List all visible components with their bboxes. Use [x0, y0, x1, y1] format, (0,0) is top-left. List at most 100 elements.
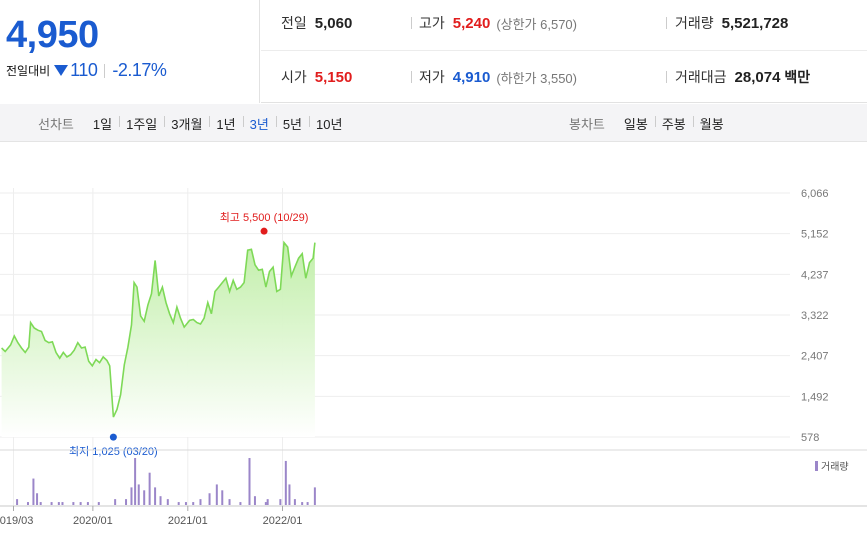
volume-bar	[39, 502, 42, 505]
volume-bar	[159, 496, 162, 505]
open-label: 시가	[281, 69, 307, 85]
price-panel: 4,950 전일대비 110 -2.17%	[0, 0, 260, 103]
row-divider	[261, 50, 867, 51]
chart-toolbar: 선차트 1일 1주일 3개월 1년 3년 5년 10년 봉차트 일봉 주봉 월봉	[0, 104, 867, 142]
day-low: 저가 4,910 (하한가 3,550)	[419, 66, 577, 88]
price-area	[1, 242, 315, 437]
period-3m-button[interactable]: 3개월	[164, 114, 209, 133]
volume-bar	[57, 502, 60, 505]
line-chart-group: 선차트 1일 1주일 3개월 1년 3년 5년 10년	[38, 104, 349, 142]
period-1w-button[interactable]: 1주일	[119, 114, 164, 133]
volume-bar	[239, 502, 242, 505]
x-tick-label: 2019/03	[0, 515, 33, 527]
volume-bar	[130, 487, 133, 505]
period-5y-button[interactable]: 5년	[275, 114, 309, 133]
x-tick-label: 2020/01	[73, 515, 113, 527]
volume-bar	[279, 499, 282, 505]
y-tick-label: 4,237	[801, 269, 829, 281]
volume-label: 거래량	[675, 15, 714, 31]
open: 시가 5,150	[281, 66, 352, 88]
monthly-candle-button[interactable]: 월봉	[692, 114, 731, 133]
y-axis-labels: 6,066 5,152 4,237 3,322 2,407 1,492 578	[801, 188, 829, 444]
high-label: 고가	[419, 15, 445, 31]
volume-bar	[192, 502, 195, 505]
volume-bar	[228, 499, 231, 505]
change-percent: -2.17%	[112, 60, 167, 80]
volume-bar	[148, 472, 151, 505]
volume: 거래량 5,521,728	[675, 12, 788, 34]
divider	[666, 17, 667, 29]
open-value: 5,150	[314, 68, 353, 86]
volume-bar	[266, 499, 269, 505]
max-marker	[260, 227, 268, 235]
volume-bar	[50, 502, 53, 505]
y-tick-label: 5,152	[801, 229, 829, 241]
low-label: 저가	[419, 69, 445, 85]
high-value: 5,240	[452, 14, 491, 32]
daily-candle-button[interactable]: 일봉	[623, 116, 648, 132]
volume-bar	[16, 499, 19, 505]
volume-bar	[114, 499, 117, 505]
min-label: 최저 1,025 (03/20)	[69, 445, 158, 458]
min-marker	[109, 433, 117, 441]
prev-close: 전일 5,060	[281, 12, 352, 34]
volume-bar	[26, 502, 29, 505]
volume-bar	[79, 502, 82, 505]
y-tick-label: 578	[801, 432, 819, 444]
volume-bar	[264, 502, 267, 505]
day-high: 고가 5,240 (상한가 6,570)	[419, 12, 577, 34]
volume-bar	[313, 487, 316, 505]
prev-close-value: 5,060	[314, 14, 353, 32]
divider	[104, 63, 106, 78]
volume-bar	[306, 502, 309, 505]
change-row: 전일대비 110 -2.17%	[6, 60, 167, 81]
volume-bar	[86, 502, 89, 505]
volume-bar	[288, 484, 291, 505]
quote-info-grid: 전일 5,060 고가 5,240 (상한가 6,570) 거래량 5,521,…	[261, 0, 867, 103]
volume-bar	[154, 487, 157, 505]
y-tick-label: 1,492	[801, 391, 829, 403]
period-10y-button[interactable]: 10년	[309, 114, 349, 133]
volume-bar	[36, 493, 39, 505]
volume-bar	[293, 499, 296, 505]
prev-close-label: 전일	[281, 15, 307, 31]
max-label: 최고 5,500 (10/29)	[220, 211, 309, 224]
upper-limit: (상한가 6,570)	[496, 16, 577, 32]
line-chart-label: 선차트	[38, 116, 74, 132]
volume-bar	[301, 502, 304, 505]
chart-annotations: 최고 5,500 (10/29) 최저 1,025 (03/20)	[69, 211, 308, 458]
volume-bar	[134, 458, 137, 505]
x-tick-label: 2021/01	[168, 515, 208, 527]
y-tick-label: 2,407	[801, 351, 829, 363]
change-label: 전일대비	[6, 64, 51, 78]
volume-bar	[97, 502, 100, 505]
volume-bar	[199, 499, 202, 505]
candle-chart-label: 봉차트	[569, 116, 605, 132]
x-axis-labels: 2019/03 2020/01 2021/01 2022/01	[0, 506, 302, 527]
volume-bar	[137, 484, 140, 505]
volume-bar	[284, 460, 287, 505]
turnover: 거래대금 28,074 백만	[675, 66, 810, 88]
volume-legend-swatch	[815, 461, 818, 471]
chart-grid	[0, 188, 790, 506]
period-3y-button[interactable]: 3년	[242, 114, 276, 133]
y-tick-label: 6,066	[801, 188, 829, 200]
divider	[666, 71, 667, 83]
volume-bar	[253, 496, 256, 505]
turnover-label: 거래대금	[675, 69, 727, 85]
change-amount: 110	[70, 60, 98, 80]
period-1d-button[interactable]: 1일	[92, 116, 113, 132]
current-price: 4,950	[6, 14, 99, 56]
y-tick-label: 3,322	[801, 310, 829, 322]
volume-bars	[16, 458, 316, 505]
x-tick-label: 2022/01	[263, 515, 303, 527]
period-1y-button[interactable]: 1년	[209, 114, 242, 133]
volume-bar	[221, 490, 224, 505]
price-chart: 6,066 5,152 4,237 3,322 2,407 1,492 578 최고 5,5…	[0, 188, 867, 527]
volume-bar	[61, 502, 64, 505]
volume-bar	[184, 502, 187, 505]
volume-legend-label: 거래량	[821, 461, 849, 473]
down-triangle-icon	[54, 65, 69, 76]
weekly-candle-button[interactable]: 주봉	[654, 114, 693, 133]
low-value: 4,910	[452, 68, 491, 86]
